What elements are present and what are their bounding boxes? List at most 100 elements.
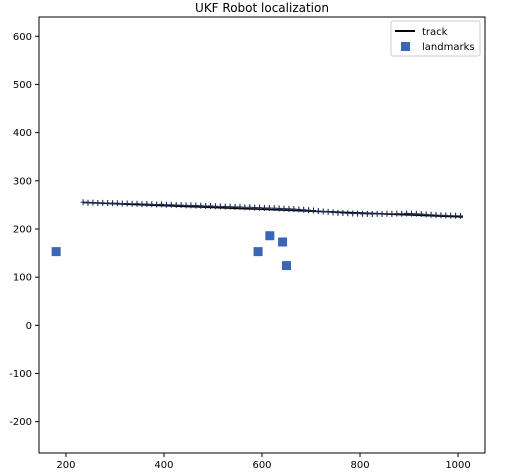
estimate-marker <box>330 209 336 216</box>
estimate-marker <box>203 203 209 210</box>
estimate-marker <box>159 201 165 208</box>
estimate-marker <box>428 211 434 218</box>
estimate-marker <box>345 210 351 217</box>
estimate-marker <box>384 210 390 217</box>
estimate-marker <box>325 208 331 215</box>
landmark-marker <box>51 247 61 257</box>
landmark-marker <box>253 247 263 257</box>
estimate-marker <box>119 200 125 207</box>
estimate-marker <box>374 210 380 217</box>
y-tick-label: 0 <box>26 321 32 332</box>
estimate-marker <box>242 204 248 211</box>
estimate-marker <box>124 200 130 207</box>
estimate-marker <box>379 210 385 217</box>
estimate-marker <box>350 210 356 217</box>
chart-title: UKF Robot localization <box>195 1 329 15</box>
estimate-marker <box>257 204 263 211</box>
estimate-marker <box>266 205 272 212</box>
x-tick-label: 800 <box>350 460 369 471</box>
estimate-marker <box>222 203 228 210</box>
estimate-marker <box>95 200 101 207</box>
estimate-marker <box>212 203 218 210</box>
estimate-marker <box>261 204 267 211</box>
estimate-marker <box>296 206 302 213</box>
y-tick-label: -200 <box>9 417 32 428</box>
estimate-marker <box>105 200 111 207</box>
estimate-marker <box>310 207 316 214</box>
estimate-marker <box>198 202 204 209</box>
landmark-marker <box>265 231 275 241</box>
estimate-marker <box>335 209 341 216</box>
estimate-marker <box>173 202 179 209</box>
estimate-marker <box>129 200 135 207</box>
y-tick-label: 100 <box>13 273 32 284</box>
estimate-marker <box>208 202 214 209</box>
plot-area <box>39 17 485 453</box>
estimate-marker <box>291 206 297 213</box>
estimate-marker <box>404 210 410 217</box>
estimate-marker <box>355 210 361 217</box>
y-tick-label: 400 <box>13 128 32 139</box>
legend-landmarks-swatch <box>401 42 410 51</box>
y-axis: -200 -100 0 100 200 300 400 500 600 <box>9 32 39 428</box>
estimate-marker <box>183 202 189 209</box>
legend: track landmarks <box>390 20 481 57</box>
estimate-marker <box>110 200 116 207</box>
x-tick-label: 200 <box>56 460 75 471</box>
estimate-marker <box>193 202 199 209</box>
estimate-marker <box>448 212 454 219</box>
y-tick-label: -100 <box>9 369 32 380</box>
estimate-marker <box>100 199 106 206</box>
estimate-marker <box>217 203 223 210</box>
estimate-marker <box>364 210 370 217</box>
estimate-marker <box>227 203 233 210</box>
estimate-marker <box>139 201 145 208</box>
estimate-marker <box>237 203 243 210</box>
estimate-marker <box>168 201 174 208</box>
estimate-marker <box>340 210 346 217</box>
estimate-marker <box>369 210 375 217</box>
y-tick-label: 600 <box>13 32 32 43</box>
estimate-marker <box>247 204 253 211</box>
estimate-marker <box>90 199 96 206</box>
plot-frame <box>38 16 486 454</box>
estimate-marker <box>134 200 140 207</box>
estimate-marker <box>394 210 400 217</box>
y-tick-label: 200 <box>13 224 32 235</box>
estimate-marker <box>453 212 459 219</box>
estimate-marker <box>423 211 429 218</box>
x-axis: 200 400 600 800 1000 <box>56 453 471 471</box>
estimate-marker <box>144 201 150 208</box>
estimate-marker <box>271 205 277 212</box>
plot-series <box>51 199 463 271</box>
estimate-marker <box>320 208 326 215</box>
estimate-marker <box>418 211 424 218</box>
estimate-marker <box>408 210 414 217</box>
estimate-marker <box>443 212 449 219</box>
estimate-marker <box>114 200 120 207</box>
estimate-marker <box>281 205 287 212</box>
estimate-marker <box>154 201 160 208</box>
x-tick-label: 600 <box>252 460 271 471</box>
landmark-marker <box>282 261 292 271</box>
estimate-marker <box>301 206 307 213</box>
y-tick-label: 500 <box>13 80 32 91</box>
legend-track-label: track <box>422 27 448 38</box>
x-tick-label: 1000 <box>445 460 470 471</box>
y-tick-label: 300 <box>13 176 32 187</box>
estimate-marker <box>433 212 439 219</box>
estimate-marker <box>163 201 169 208</box>
estimate-marker <box>178 202 184 209</box>
estimate-marker <box>399 210 405 217</box>
estimate-marker <box>389 210 395 217</box>
estimate-marker <box>286 205 292 212</box>
estimate-marker <box>80 199 86 206</box>
estimate-marker <box>306 207 312 214</box>
x-tick-label: 400 <box>154 460 173 471</box>
estimate-marker <box>413 210 419 217</box>
estimate-marker <box>276 205 282 212</box>
estimate-marker <box>252 204 258 211</box>
estimate-marker <box>457 212 463 219</box>
estimate-marker <box>85 199 91 206</box>
